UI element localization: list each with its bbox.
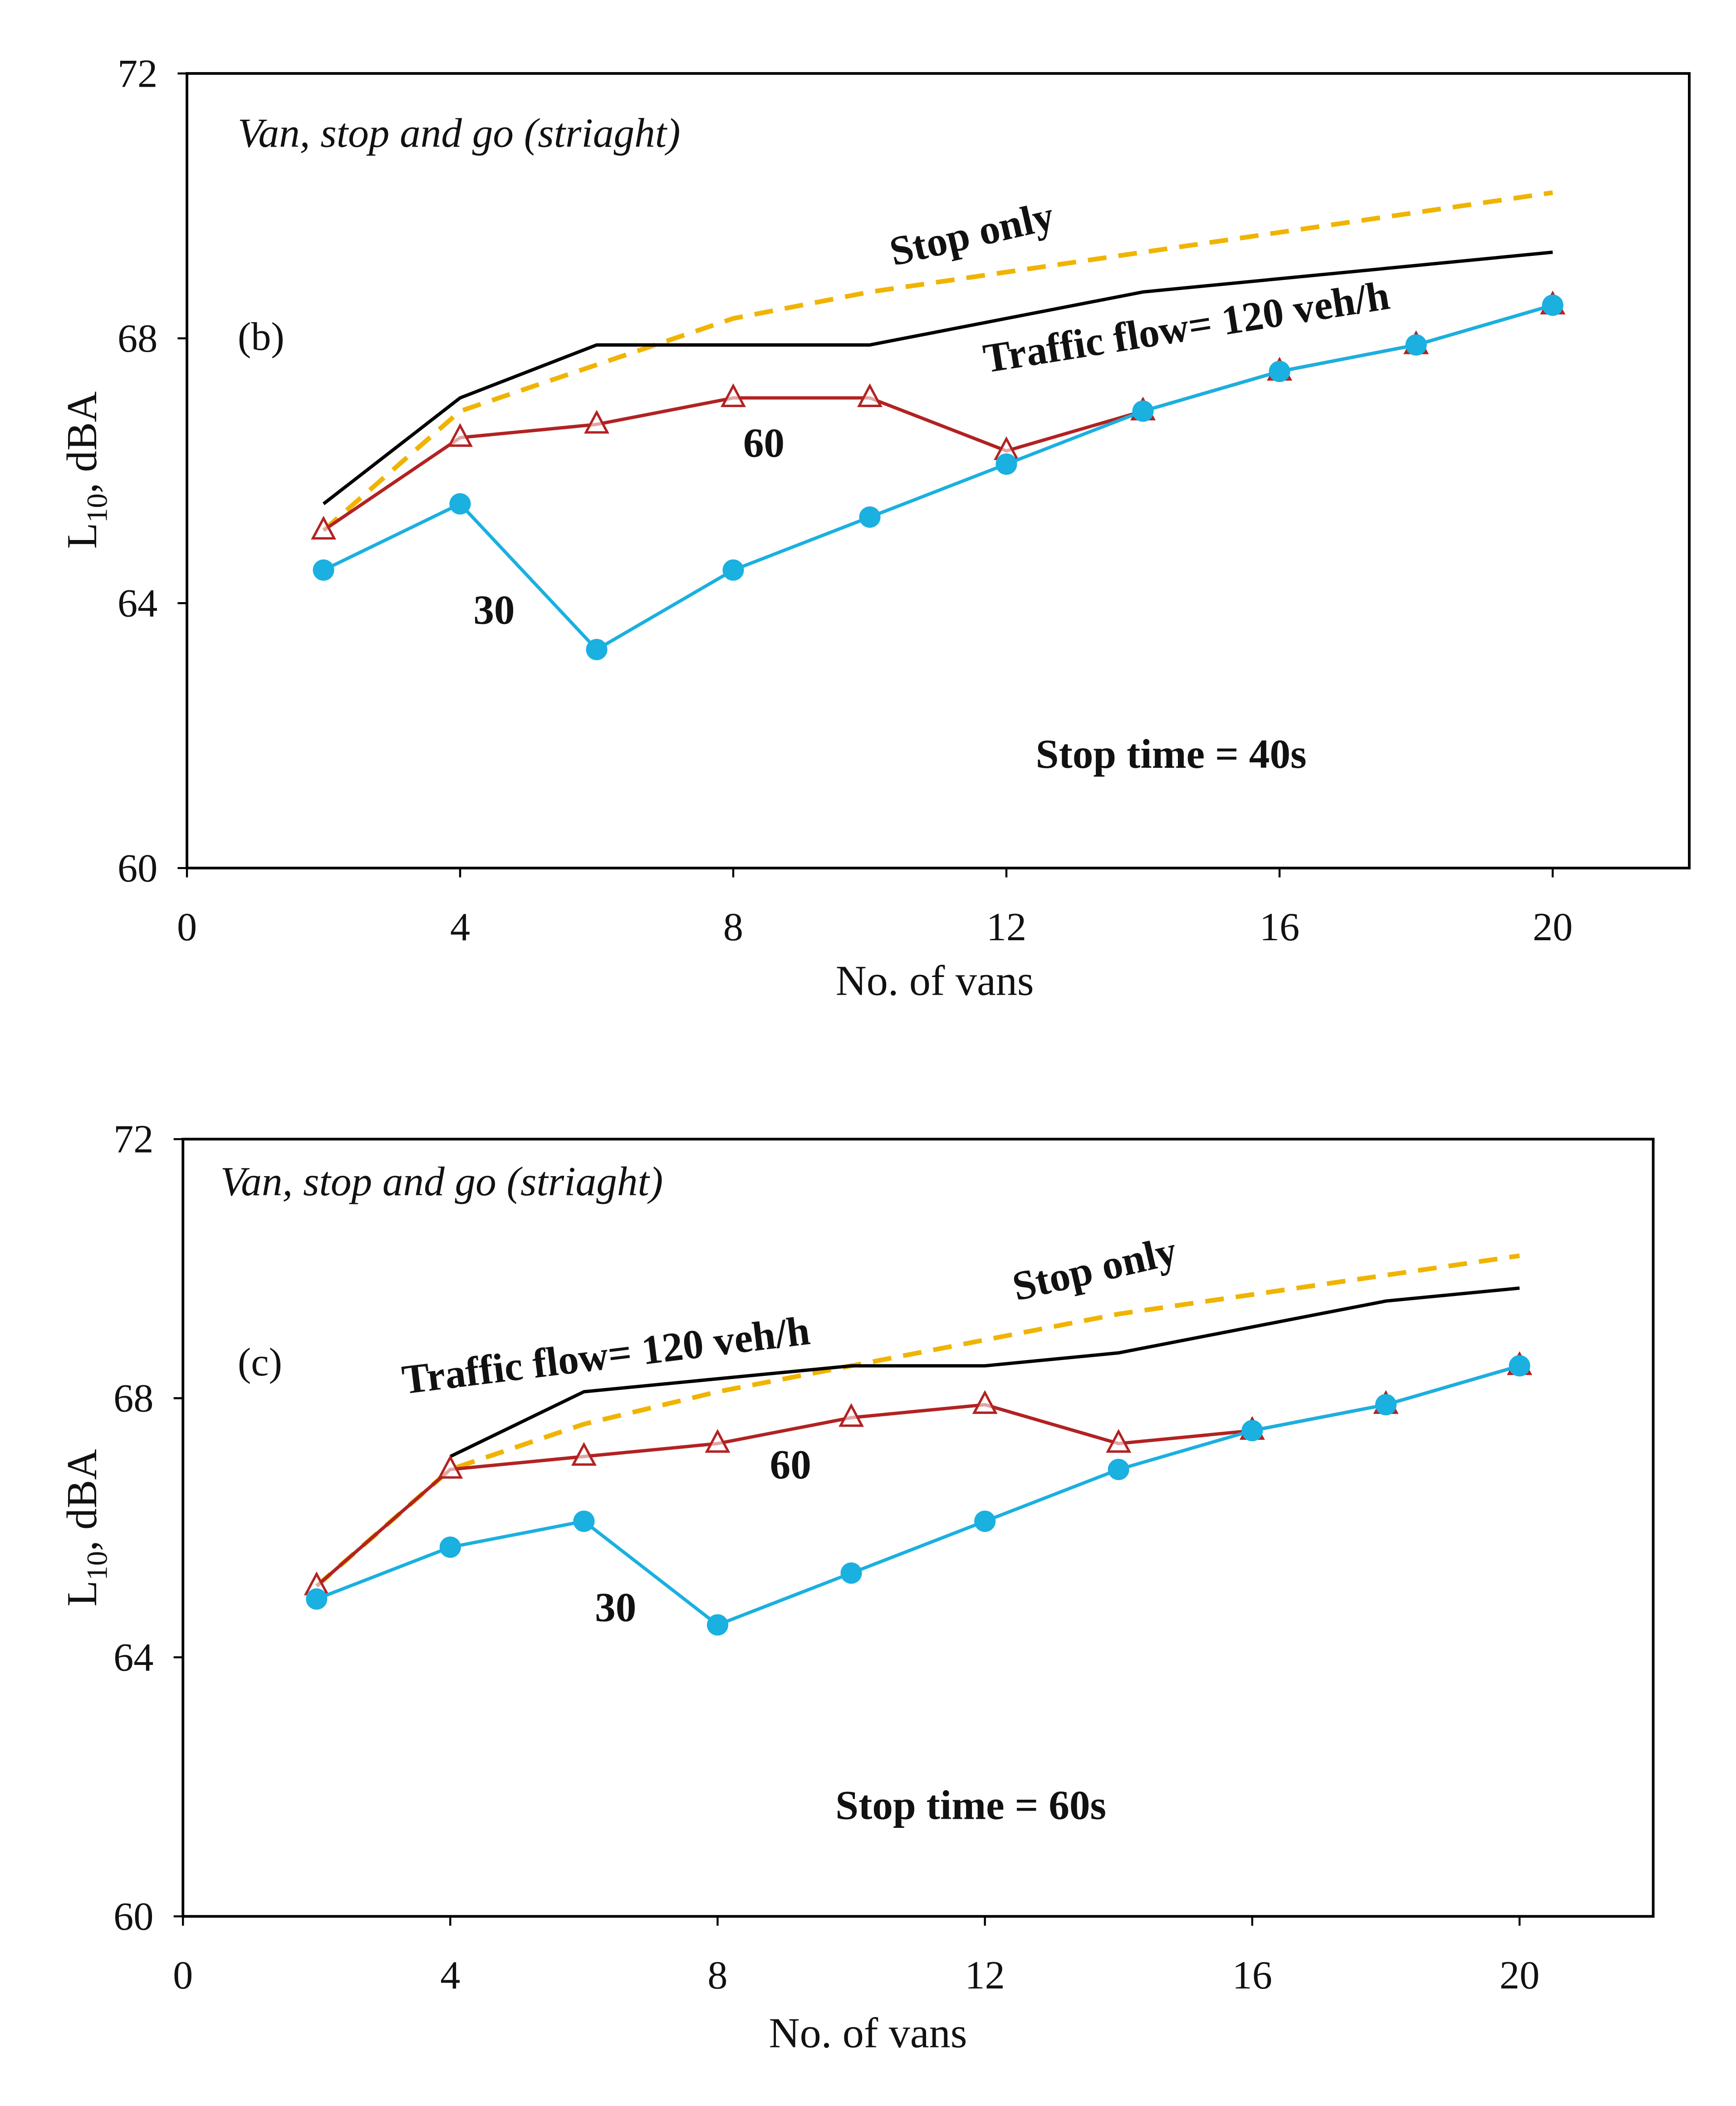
annotation-label: 60 xyxy=(770,1442,811,1487)
panel-label: (b) xyxy=(238,314,284,359)
series-line-traffic-flow-120-veh-h xyxy=(449,1286,1520,1458)
data-point-triangle xyxy=(447,423,473,447)
series-line-traffic-flow-120-veh-h xyxy=(322,250,1553,506)
y-tick-label: 68 xyxy=(113,1376,153,1421)
y-tick-label: 72 xyxy=(113,1117,153,1162)
data-point-circle xyxy=(706,1614,729,1636)
y-axis-label: L10, dBA xyxy=(59,1449,114,1606)
annotation-label: 30 xyxy=(595,1585,636,1630)
chart-b: 0 4 8 12 16 20 60 64 68 72 No. of vans L10, dBA Van,… xyxy=(59,51,1691,1004)
data-point-circle xyxy=(1241,1420,1263,1442)
y-tick-label: 64 xyxy=(113,1635,153,1680)
data-point-circle xyxy=(1269,360,1290,383)
series-line-60 xyxy=(322,304,1554,532)
data-point-circle xyxy=(996,453,1017,475)
annotation-label: Stop only xyxy=(1008,1227,1181,1310)
chart-c: 0 4 8 12 16 20 60 64 68 72 No. of vans L10, dBA Van,… xyxy=(59,1117,1655,2057)
plot-frame xyxy=(181,1138,1655,1918)
y-axis-label-rest: , dBA xyxy=(59,1449,106,1551)
data-point-triangle xyxy=(972,1390,998,1414)
data-point-circle xyxy=(306,1588,328,1610)
y-axis-label: L10, dBA xyxy=(59,391,114,549)
y-axis-label-sub: 10 xyxy=(81,493,113,523)
x-tick-label: 12 xyxy=(986,905,1026,949)
series-line-stop-only xyxy=(315,1253,1520,1588)
x-axis-label: No. of vans xyxy=(836,957,1034,1004)
x-tick-label: 0 xyxy=(177,905,197,949)
x-tick-label: 20 xyxy=(1500,1953,1540,1998)
series-line-30 xyxy=(316,1364,1520,1627)
series-line-30 xyxy=(323,304,1554,652)
annotation-label: 60 xyxy=(743,420,785,466)
data-point-circle xyxy=(974,1510,996,1532)
x-tick-label: 8 xyxy=(707,1953,727,1998)
chart-title: Van, stop and go (striaght) xyxy=(221,1159,663,1204)
panel-label: (c) xyxy=(238,1340,282,1384)
data-point-circle xyxy=(573,1510,595,1532)
data-point-triangle xyxy=(857,383,883,407)
x-tick-label: 4 xyxy=(440,1953,460,1998)
x-axis-label: No. of vans xyxy=(769,2010,967,2057)
data-point-circle xyxy=(439,1536,461,1558)
data-point-circle xyxy=(722,559,744,581)
data-point-circle xyxy=(313,559,334,581)
x-tick-label: 16 xyxy=(1260,905,1300,949)
data-point-circle xyxy=(840,1562,862,1584)
data-point-circle xyxy=(449,493,471,515)
y-tick-label: 60 xyxy=(118,846,157,890)
data-point-circle xyxy=(1405,334,1427,356)
x-tick-label: 20 xyxy=(1533,905,1573,949)
data-point-triangle xyxy=(1106,1429,1132,1453)
series-line-stop-only xyxy=(322,190,1553,532)
series-line-60 xyxy=(315,1364,1520,1587)
data-point-triangle xyxy=(705,1429,731,1453)
data-point-circle xyxy=(1542,295,1564,316)
y-tick-label: 64 xyxy=(118,581,157,626)
data-point-circle xyxy=(1132,400,1154,422)
data-point-circle xyxy=(1375,1394,1397,1416)
y-axis-label-rest: , dBA xyxy=(59,391,106,493)
y-tick-label: 72 xyxy=(118,51,157,96)
annotation-label: 30 xyxy=(473,587,515,633)
x-tick-label: 8 xyxy=(723,905,743,949)
y-tick-label: 68 xyxy=(118,316,157,361)
data-point-triangle xyxy=(584,410,609,434)
data-point-triangle xyxy=(437,1455,463,1479)
data-point-triangle xyxy=(721,383,746,407)
data-point-circle xyxy=(1108,1458,1129,1480)
chart-title: Van, stop and go (striaght) xyxy=(238,110,681,156)
y-axis-label-main: L xyxy=(59,523,106,549)
y-axis-label-main: L xyxy=(59,1581,106,1607)
data-point-triangle xyxy=(571,1442,597,1466)
data-point-circle xyxy=(1509,1355,1530,1377)
x-tick-label: 12 xyxy=(965,1953,1005,1998)
data-point-triangle xyxy=(311,515,336,540)
data-point-triangle xyxy=(839,1403,864,1427)
data-point-circle xyxy=(586,638,608,660)
plot-frame xyxy=(186,72,1691,869)
y-axis-label-sub: 10 xyxy=(81,1551,113,1581)
x-tick-label: 16 xyxy=(1232,1953,1272,1998)
annotation-label: Stop only xyxy=(885,192,1058,275)
annotation-label: Stop time = 60s xyxy=(835,1782,1106,1828)
annotation-label: Stop time = 40s xyxy=(1036,731,1307,777)
data-point-circle xyxy=(859,506,881,528)
x-tick-label: 4 xyxy=(450,905,470,949)
y-tick-label: 60 xyxy=(113,1895,153,1939)
x-tick-label: 0 xyxy=(173,1953,193,1998)
